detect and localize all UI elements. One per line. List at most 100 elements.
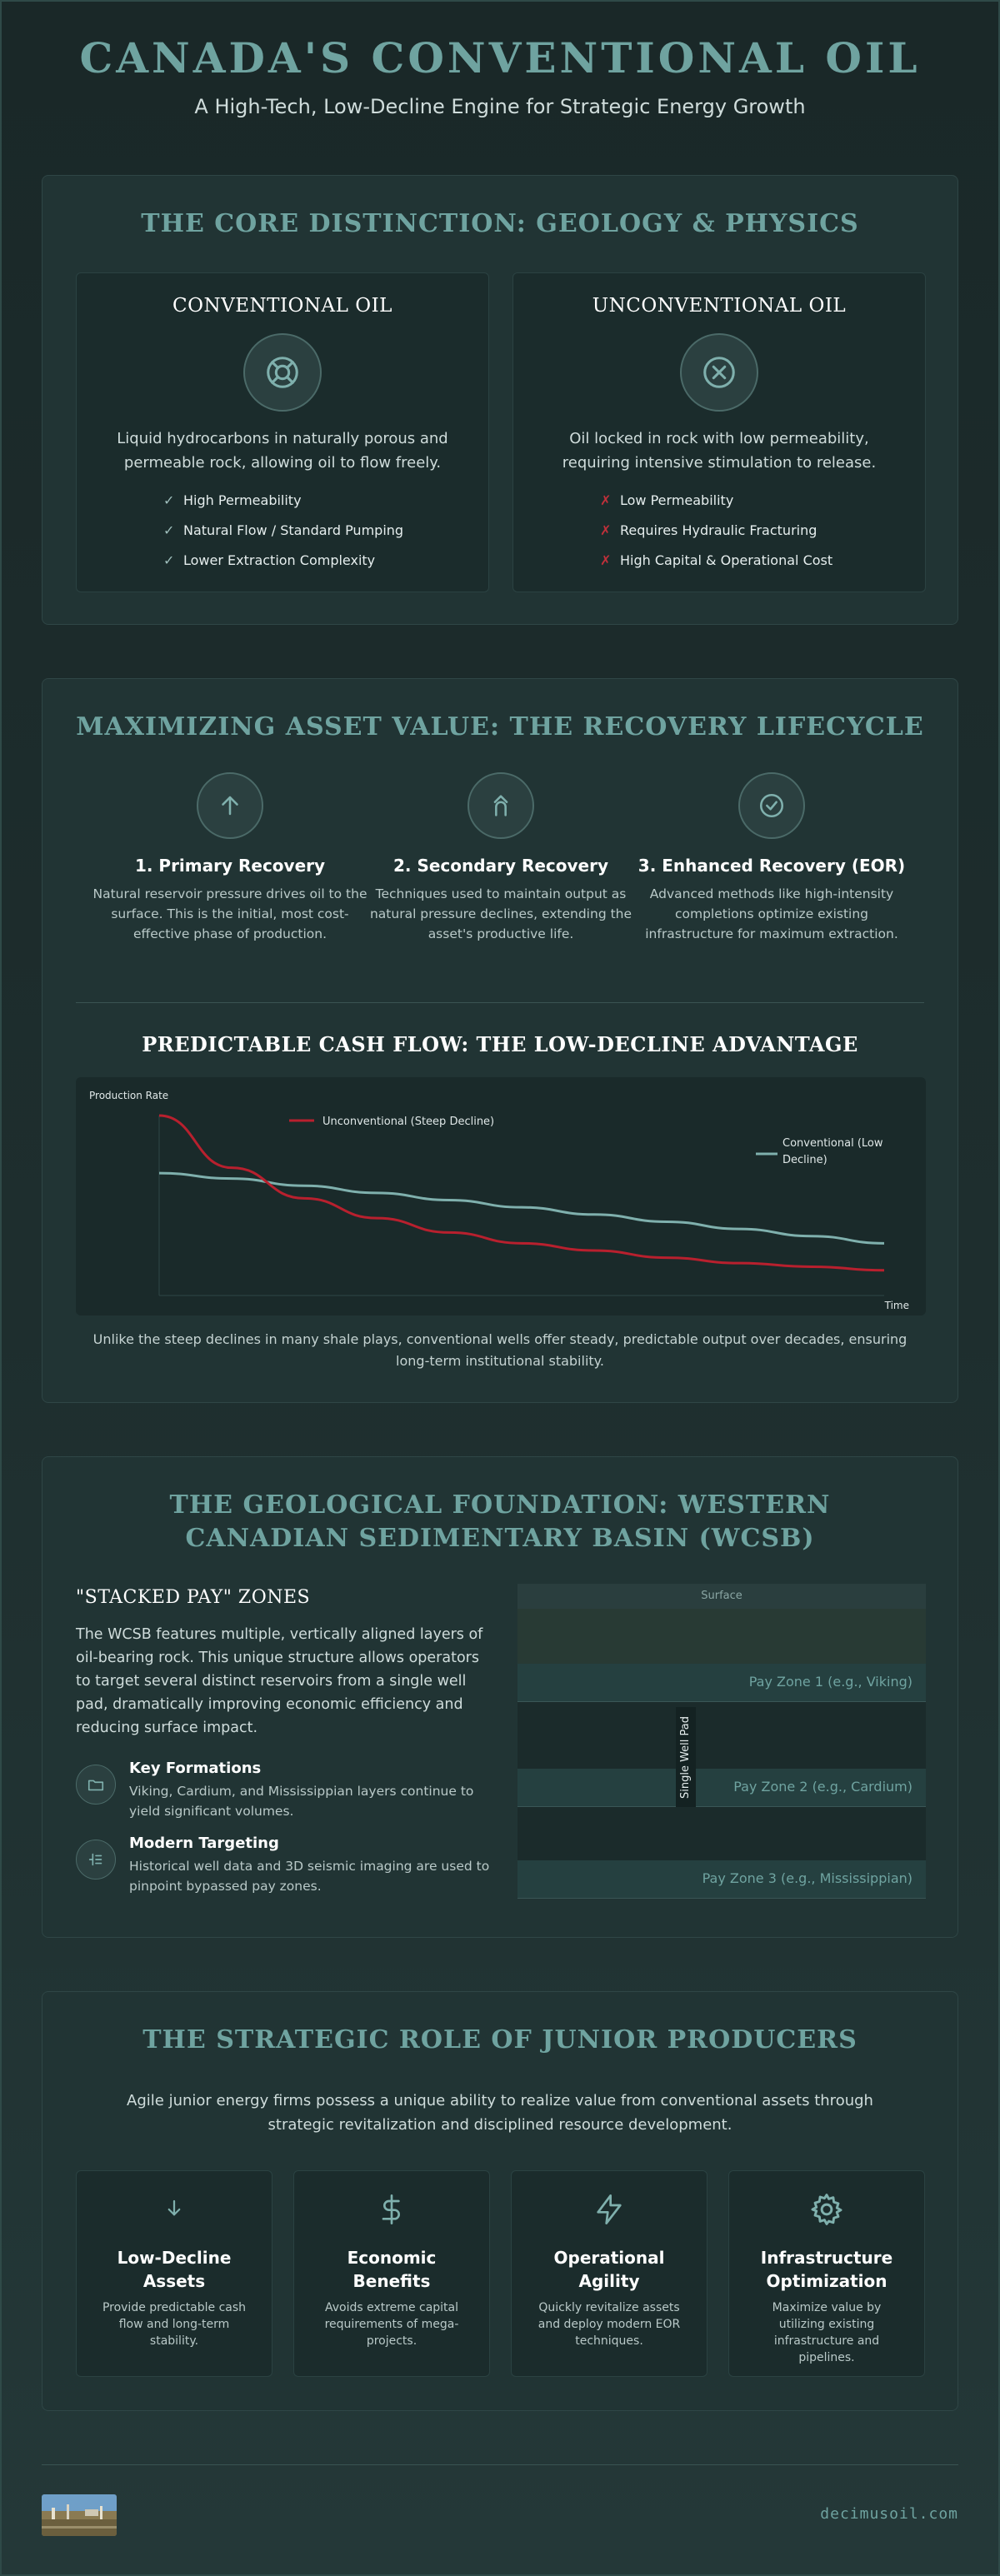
pay-zone-2: Pay Zone 2 (e.g., Cardium) — [518, 1769, 926, 1807]
rock-layer — [518, 1702, 926, 1769]
pay-zone-label: Pay Zone 1 (e.g., Viking) — [748, 1674, 912, 1690]
pay-zone-3: Pay Zone 3 (e.g., Mississippian) — [518, 1860, 926, 1899]
card-title: Low-Decline Assets — [117, 2248, 232, 2291]
dollar-icon — [294, 2188, 489, 2231]
section-title: THE CORE DISTINCTION: GEOLOGY & PHYSICS — [141, 209, 859, 238]
list-item: ✓ Lower Extraction Complexity — [163, 546, 403, 576]
decline-chart: Production Rate Time Unconventional (Ste… — [76, 1077, 926, 1315]
arrow-up-icon — [197, 772, 263, 839]
cross-mark: ✗ — [600, 492, 612, 508]
check-mark: ✓ — [163, 552, 175, 568]
point-text: Natural Flow / Standard Pumping — [183, 522, 404, 538]
subsection-body: The WCSB features multiple, vertically a… — [76, 1626, 483, 1736]
card-text: Maximize value by utilizing existing inf… — [772, 2301, 882, 2364]
step-text: Advanced methods like high-intensity com… — [645, 886, 898, 941]
list-item: ✗ High Capital & Operational Cost — [600, 546, 832, 576]
stacked-pay-text: "STACKED PAY" ZONES The WCSB features mu… — [76, 1587, 492, 1910]
feature-modern-targeting: Modern Targeting Historical well data an… — [76, 1835, 492, 1910]
footer-divider — [42, 2464, 958, 2465]
x-circle-icon — [680, 333, 758, 412]
point-text: Low Permeability — [620, 492, 734, 508]
step-text: Natural reservoir pressure drives oil to… — [92, 886, 368, 941]
section-title: THE GEOLOGICAL FOUNDATION: WESTERN CANAD… — [169, 1490, 831, 1553]
list-item: ✗ Requires Hydraulic Fracturing — [600, 516, 832, 546]
card-text: Avoids extreme capital requirements of m… — [324, 2301, 459, 2348]
pump-icon — [468, 772, 534, 839]
card-infrastructure-optimization: Infrastructure Optimization Maximize val… — [728, 2170, 925, 2377]
conventional-points: ✓ High Permeability ✓ Natural Flow / Stand… — [163, 486, 403, 576]
stacked-pay-diagram: Surface Pay Zone 1 (e.g., Viking) Pay Zo… — [518, 1584, 926, 1905]
pay-zone-label: Pay Zone 3 (e.g., Mississippian) — [702, 1870, 912, 1886]
list-item: ✓ High Permeability — [163, 486, 403, 516]
cross-mark: ✗ — [600, 522, 612, 538]
card-title: CONVENTIONAL OIL — [172, 295, 392, 317]
step-text: Techniques used to maintain output as na… — [369, 886, 632, 941]
overburden-layer — [518, 1609, 926, 1664]
y-axis-label: Production Rate — [89, 1090, 168, 1101]
step-title: 1. Primary Recovery — [134, 856, 326, 876]
section-divider — [76, 1002, 924, 1003]
section-title: THE STRATEGIC ROLE OF JUNIOR PRODUCERS — [142, 2025, 858, 2054]
list-item: ✓ Natural Flow / Standard Pumping — [163, 516, 403, 546]
surface-layer: Surface — [518, 1584, 926, 1609]
card-text: Provide predictable cash flow and long-t… — [102, 2301, 247, 2348]
point-text: Lower Extraction Complexity — [183, 552, 376, 568]
cross-mark: ✗ — [600, 552, 612, 568]
recovery-step-primary: 1. Primary Recovery Natural reservoir pr… — [92, 772, 368, 944]
list-item: ✗ Low Permeability — [600, 486, 832, 516]
card-text: Quickly revitalize assets and deploy mod… — [538, 2301, 681, 2348]
section-intro: Agile junior energy firms possess a uniq… — [127, 2092, 873, 2134]
pay-zone-label: Pay Zone 2 (e.g., Cardium) — [733, 1779, 912, 1795]
check-mark: ✓ — [163, 492, 175, 508]
card-title: Operational Agility — [553, 2248, 665, 2291]
footer-website-link[interactable]: decimusoil.com — [820, 2505, 958, 2523]
subsection-heading: "STACKED PAY" ZONES — [76, 1587, 311, 1608]
rock-layer — [518, 1807, 926, 1860]
unconventional-points: ✗ Low Permeability ✗ Requires Hydraulic Fr… — [600, 486, 832, 576]
step-title: 2. Secondary Recovery — [392, 856, 609, 876]
oilfield-thumbnail — [42, 2494, 117, 2536]
point-text: Requires Hydraulic Fracturing — [620, 522, 818, 538]
card-economic-benefits: Economic Benefits Avoids extreme capital… — [293, 2170, 490, 2377]
well-label: Single Well Pad — [679, 1715, 692, 1799]
chart-title: PREDICTABLE CASH FLOW: THE LOW-DECLINE A… — [142, 1032, 858, 1056]
pay-zone-1: Pay Zone 1 (e.g., Viking) — [518, 1664, 926, 1702]
feature-text: Viking, Cardium, and Mississippian layer… — [129, 1784, 474, 1819]
page-title: CANADA'S CONVENTIONAL OIL — [79, 33, 921, 82]
gear-icon — [729, 2188, 924, 2231]
check-mark: ✓ — [163, 522, 175, 538]
x-axis-label: Time — [884, 1300, 909, 1311]
folder-icon — [76, 1765, 116, 1805]
legend-label-unconventional: Unconventional (Steep Decline) — [322, 1116, 494, 1128]
series-line-conventional — [158, 1171, 885, 1245]
core-distinction-section: THE CORE DISTINCTION: GEOLOGY & PHYSICS … — [42, 175, 958, 625]
lightning-icon — [512, 2188, 707, 2231]
recovery-step-secondary: 2. Secondary Recovery Techniques used to… — [363, 772, 638, 944]
lifebuoy-icon — [243, 333, 322, 412]
series-line-unconventional — [158, 1114, 885, 1272]
target-icon — [76, 1840, 116, 1880]
wcsb-section: THE GEOLOGICAL FOUNDATION: WESTERN CANAD… — [42, 1456, 958, 1938]
well-bore: Single Well Pad — [676, 1707, 696, 1807]
point-text: High Capital & Operational Cost — [620, 552, 833, 568]
check-circle-icon — [738, 772, 805, 839]
page-subtitle: A High-Tech, Low-Decline Engine for Stra… — [194, 95, 806, 118]
card-title: Infrastructure Optimization — [760, 2248, 893, 2291]
feature-text: Historical well data and 3D seismic imag… — [129, 1859, 490, 1894]
conventional-card: CONVENTIONAL OIL Liquid hydrocarbons in … — [76, 272, 489, 592]
decline-chart-svg: Production Rate Time Unconventional (Ste… — [89, 1090, 909, 1311]
recovery-lifecycle-section: MAXIMIZING ASSET VALUE: THE RECOVERY LIF… — [42, 678, 958, 1403]
unconventional-card: UNCONVENTIONAL OIL Oil locked in rock wi… — [512, 272, 926, 592]
section-title: MAXIMIZING ASSET VALUE: THE RECOVERY LIF… — [76, 712, 924, 741]
feature-title: Key Formations — [129, 1760, 262, 1777]
step-title: 3. Enhanced Recovery (EOR) — [638, 856, 906, 876]
junior-producers-section: THE STRATEGIC ROLE OF JUNIOR PRODUCERS A… — [42, 1991, 958, 2411]
point-text: High Permeability — [183, 492, 302, 508]
arrow-down-icon — [77, 2188, 272, 2231]
card-title: Economic Benefits — [347, 2248, 437, 2291]
feature-title: Modern Targeting — [129, 1835, 279, 1852]
card-low-decline: Low-Decline Assets Provide predictable c… — [76, 2170, 272, 2377]
legend-label-conventional: Conventional (Low Decline) — [782, 1137, 883, 1166]
recovery-step-enhanced: 3. Enhanced Recovery (EOR) Advanced meth… — [634, 772, 909, 944]
